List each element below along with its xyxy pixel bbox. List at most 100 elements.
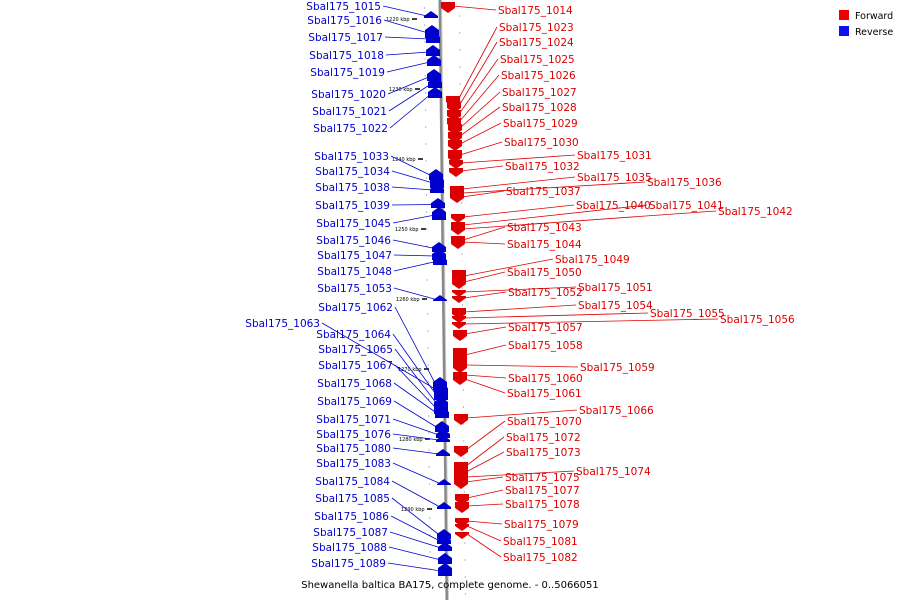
- forward-gene-label[interactable]: Sbal175_1078: [505, 499, 580, 511]
- reverse-gene-glyph[interactable]: [433, 295, 447, 301]
- forward-gene-label[interactable]: Sbal175_1055: [650, 308, 725, 320]
- forward-gene-label[interactable]: Sbal175_1025: [500, 54, 575, 66]
- forward-gene-label[interactable]: Sbal175_1075: [505, 472, 580, 484]
- reverse-gene-label[interactable]: Sbal175_1053: [317, 283, 392, 295]
- forward-gene-glyph[interactable]: [453, 330, 467, 341]
- reverse-gene-glyph[interactable]: [432, 242, 446, 252]
- forward-gene-glyph[interactable]: [452, 322, 466, 329]
- forward-gene-glyph[interactable]: [453, 360, 467, 373]
- forward-gene-label[interactable]: Sbal175_1032: [505, 161, 580, 173]
- reverse-gene-label[interactable]: Sbal175_1067: [318, 360, 393, 372]
- forward-gene-label[interactable]: Sbal175_1024: [499, 37, 574, 49]
- forward-gene-label[interactable]: Sbal175_1043: [507, 222, 582, 234]
- forward-gene-label[interactable]: Sbal175_1070: [507, 416, 582, 428]
- forward-gene-label[interactable]: Sbal175_1014: [498, 5, 573, 17]
- reverse-gene-glyph[interactable]: [438, 553, 452, 564]
- forward-gene-label[interactable]: Sbal175_1072: [506, 432, 581, 444]
- reverse-gene-glyph[interactable]: [435, 407, 449, 418]
- reverse-gene-label[interactable]: Sbal175_1063: [245, 318, 320, 330]
- reverse-gene-label[interactable]: Sbal175_1046: [316, 235, 391, 247]
- forward-gene-label[interactable]: Sbal175_1026: [501, 70, 576, 82]
- reverse-gene-glyph[interactable]: [426, 32, 440, 43]
- reverse-gene-label[interactable]: Sbal175_1020: [311, 89, 386, 101]
- forward-gene-label[interactable]: Sbal175_1054: [578, 300, 653, 312]
- forward-gene-label[interactable]: Sbal175_1051: [578, 282, 653, 294]
- reverse-gene-glyph[interactable]: [424, 11, 438, 18]
- forward-gene-label[interactable]: Sbal175_1023: [499, 22, 574, 34]
- reverse-gene-glyph[interactable]: [427, 69, 441, 81]
- reverse-gene-label[interactable]: Sbal175_1088: [312, 542, 387, 554]
- reverse-gene-glyph[interactable]: [436, 435, 450, 442]
- reverse-gene-glyph[interactable]: [437, 502, 451, 509]
- reverse-gene-label[interactable]: Sbal175_1069: [317, 396, 392, 408]
- reverse-gene-glyph[interactable]: [430, 175, 444, 188]
- forward-gene-glyph[interactable]: [453, 376, 467, 385]
- forward-gene-glyph[interactable]: [455, 518, 469, 527]
- forward-gene-glyph[interactable]: [449, 168, 463, 177]
- reverse-gene-glyph[interactable]: [431, 198, 445, 208]
- forward-gene-glyph[interactable]: [454, 446, 468, 457]
- forward-gene-label[interactable]: Sbal175_1077: [505, 485, 580, 497]
- reverse-gene-label[interactable]: Sbal175_1038: [315, 182, 390, 194]
- forward-gene-label[interactable]: Sbal175_1042: [718, 206, 793, 218]
- forward-gene-label[interactable]: Sbal175_1028: [502, 102, 577, 114]
- forward-gene-glyph[interactable]: [452, 290, 466, 297]
- forward-gene-label[interactable]: Sbal175_1050: [507, 267, 582, 279]
- reverse-gene-glyph[interactable]: [435, 421, 449, 432]
- forward-gene-label[interactable]: Sbal175_1035: [577, 172, 652, 184]
- forward-gene-glyph[interactable]: [451, 238, 465, 249]
- forward-gene-glyph[interactable]: [451, 214, 465, 223]
- reverse-gene-label[interactable]: Sbal175_1017: [308, 32, 383, 44]
- reverse-gene-glyph[interactable]: [434, 389, 448, 400]
- reverse-gene-glyph[interactable]: [428, 87, 442, 98]
- forward-gene-label[interactable]: Sbal175_1031: [577, 150, 652, 162]
- reverse-gene-label[interactable]: Sbal175_1047: [317, 250, 392, 262]
- reverse-gene-label[interactable]: Sbal175_1062: [318, 302, 393, 314]
- forward-gene-label[interactable]: Sbal175_1049: [555, 254, 630, 266]
- forward-gene-label[interactable]: Sbal175_1058: [508, 340, 583, 352]
- reverse-gene-label[interactable]: Sbal175_1076: [316, 429, 391, 441]
- reverse-gene-label[interactable]: Sbal175_1048: [317, 266, 392, 278]
- forward-gene-glyph[interactable]: [454, 478, 468, 489]
- forward-gene-glyph[interactable]: [455, 524, 469, 531]
- forward-gene-label[interactable]: Sbal175_1079: [504, 519, 579, 531]
- reverse-gene-label[interactable]: Sbal175_1089: [311, 558, 386, 570]
- forward-gene-label[interactable]: Sbal175_1041: [649, 200, 724, 212]
- forward-gene-glyph[interactable]: [452, 296, 466, 303]
- forward-gene-label[interactable]: Sbal175_1081: [503, 536, 578, 548]
- forward-gene-label[interactable]: Sbal175_1082: [503, 552, 578, 564]
- reverse-gene-label[interactable]: Sbal175_1080: [316, 443, 391, 455]
- reverse-gene-glyph[interactable]: [428, 77, 442, 88]
- reverse-gene-glyph[interactable]: [436, 449, 450, 456]
- reverse-gene-label[interactable]: Sbal175_1065: [318, 344, 393, 356]
- forward-gene-glyph[interactable]: [455, 502, 469, 513]
- forward-gene-label[interactable]: Sbal175_1073: [506, 447, 581, 459]
- reverse-gene-label[interactable]: Sbal175_1083: [316, 458, 391, 470]
- reverse-gene-label[interactable]: Sbal175_1033: [314, 151, 389, 163]
- forward-gene-label[interactable]: Sbal175_1061: [507, 388, 582, 400]
- reverse-gene-label[interactable]: Sbal175_1085: [315, 493, 390, 505]
- forward-gene-label[interactable]: Sbal175_1036: [647, 177, 722, 189]
- forward-gene-glyph[interactable]: [450, 194, 464, 203]
- forward-gene-label[interactable]: Sbal175_1030: [504, 137, 579, 149]
- reverse-gene-glyph[interactable]: [437, 535, 451, 544]
- forward-gene-glyph[interactable]: [448, 150, 462, 163]
- reverse-gene-glyph[interactable]: [437, 479, 451, 485]
- reverse-gene-label[interactable]: Sbal175_1015: [306, 1, 381, 13]
- reverse-gene-glyph[interactable]: [433, 255, 447, 265]
- forward-gene-label[interactable]: Sbal175_1074: [576, 466, 651, 478]
- reverse-gene-label[interactable]: Sbal175_1087: [313, 527, 388, 539]
- forward-gene-label[interactable]: Sbal175_1027: [502, 87, 577, 99]
- forward-gene-label[interactable]: Sbal175_1056: [720, 314, 795, 326]
- forward-gene-label[interactable]: Sbal175_1029: [503, 118, 578, 130]
- reverse-gene-label[interactable]: Sbal175_1064: [316, 329, 391, 341]
- reverse-gene-label[interactable]: Sbal175_1016: [307, 15, 382, 27]
- forward-gene-label[interactable]: Sbal175_1044: [507, 239, 582, 251]
- reverse-gene-label[interactable]: Sbal175_1019: [310, 67, 385, 79]
- reverse-gene-label[interactable]: Sbal175_1071: [316, 414, 391, 426]
- forward-gene-glyph[interactable]: [448, 140, 462, 151]
- forward-gene-glyph[interactable]: [451, 226, 465, 235]
- reverse-gene-label[interactable]: Sbal175_1086: [314, 511, 389, 523]
- reverse-gene-label[interactable]: Sbal175_1022: [313, 123, 388, 135]
- forward-gene-glyph[interactable]: [452, 316, 466, 323]
